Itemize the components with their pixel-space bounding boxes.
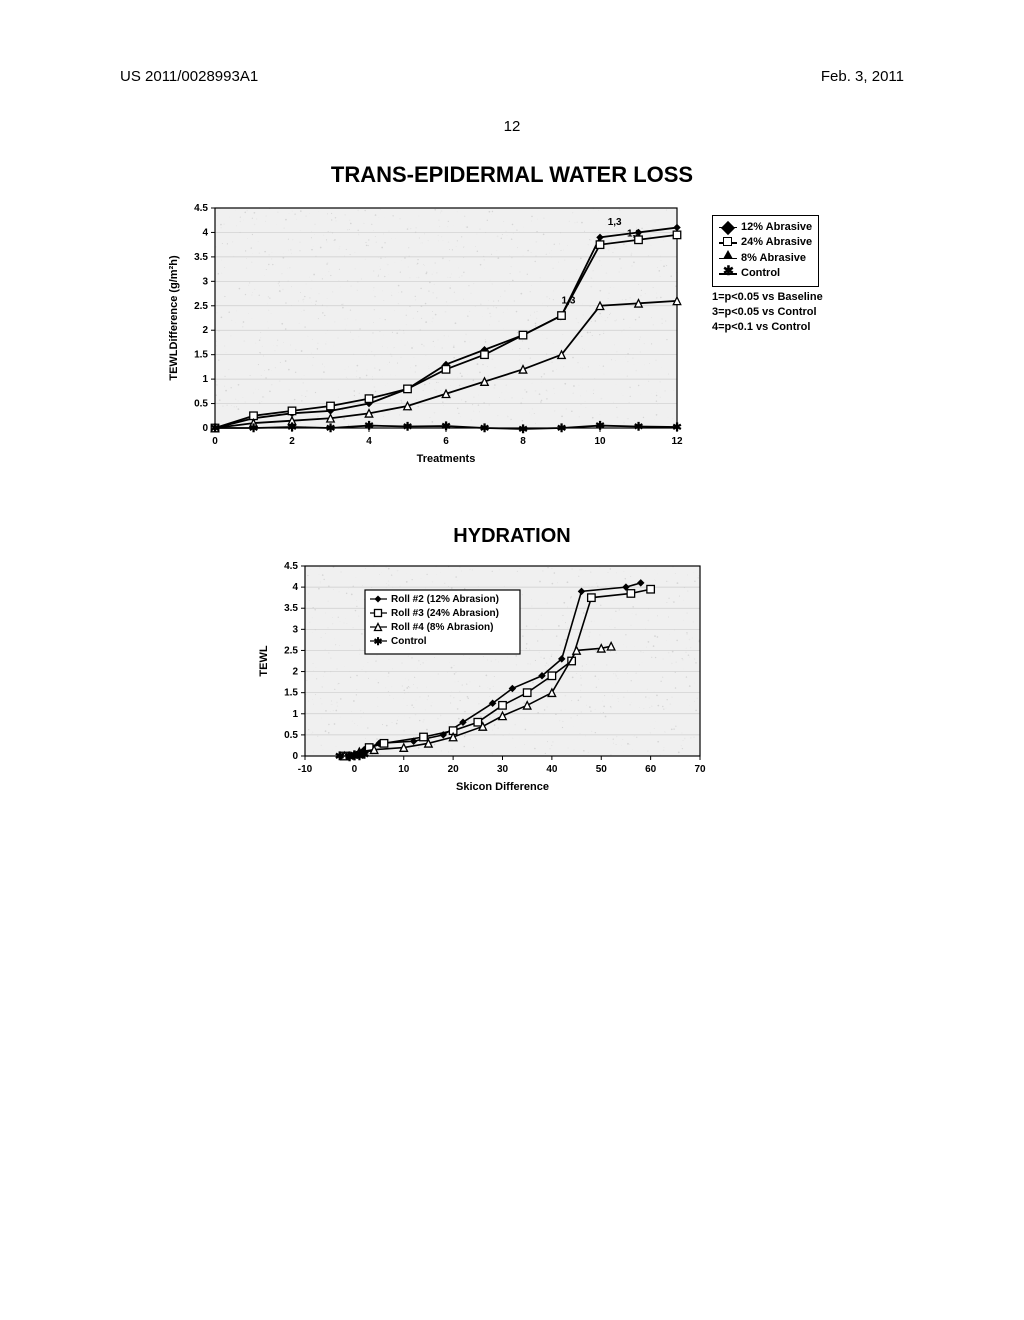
chart2: 00.511.522.533.544.5-10010203040506070✱✱… bbox=[250, 558, 720, 803]
svg-text:1.5: 1.5 bbox=[284, 688, 298, 699]
legend-entry: 12% Abrasive bbox=[741, 220, 812, 235]
svg-text:12: 12 bbox=[671, 436, 683, 447]
svg-text:2.5: 2.5 bbox=[284, 645, 298, 656]
svg-text:-10: -10 bbox=[298, 764, 313, 775]
svg-text:✱: ✱ bbox=[672, 422, 681, 434]
svg-text:4.5: 4.5 bbox=[194, 203, 208, 214]
svg-text:4: 4 bbox=[202, 227, 208, 238]
svg-text:4: 4 bbox=[292, 582, 298, 593]
legend-entry: Control bbox=[741, 266, 780, 281]
svg-text:✱: ✱ bbox=[350, 750, 359, 762]
chart1-title: TRANS-EPIDERMAL WATER LOSS bbox=[331, 162, 693, 188]
svg-text:✱: ✱ bbox=[595, 421, 604, 433]
svg-text:TEWLDifference (g/m²h): TEWLDifference (g/m²h) bbox=[168, 255, 180, 381]
legend-entry: 8% Abrasive bbox=[741, 251, 806, 266]
svg-text:✱: ✱ bbox=[557, 423, 566, 435]
svg-text:1,3: 1,3 bbox=[562, 295, 576, 306]
svg-text:4.5: 4.5 bbox=[284, 561, 298, 572]
svg-text:1,3: 1,3 bbox=[627, 228, 641, 239]
svg-text:TEWL: TEWL bbox=[258, 645, 270, 676]
svg-text:50: 50 bbox=[596, 764, 608, 775]
svg-text:✱: ✱ bbox=[518, 424, 527, 436]
svg-text:0: 0 bbox=[202, 423, 208, 434]
svg-text:10: 10 bbox=[398, 764, 410, 775]
chart1-legend: 12% Abrasive 24% Abrasive 8% Abrasive ✱C… bbox=[712, 215, 819, 287]
svg-text:2: 2 bbox=[289, 436, 295, 447]
svg-text:✱: ✱ bbox=[326, 423, 335, 435]
svg-text:1: 1 bbox=[292, 709, 298, 720]
svg-text:Control: Control bbox=[391, 636, 427, 647]
svg-text:4: 4 bbox=[366, 436, 372, 447]
svg-text:6: 6 bbox=[443, 436, 449, 447]
doc-date: Feb. 3, 2011 bbox=[821, 68, 904, 85]
svg-text:Skicon Difference: Skicon Difference bbox=[456, 781, 549, 793]
svg-text:0: 0 bbox=[212, 436, 218, 447]
svg-text:Roll #3 (24% Abrasion): Roll #3 (24% Abrasion) bbox=[391, 608, 499, 619]
svg-text:8: 8 bbox=[520, 436, 526, 447]
svg-text:Roll #2 (12% Abrasion): Roll #2 (12% Abrasion) bbox=[391, 594, 499, 605]
svg-text:✱: ✱ bbox=[287, 422, 296, 434]
svg-text:1: 1 bbox=[202, 374, 208, 385]
svg-text:3.5: 3.5 bbox=[284, 603, 298, 614]
svg-text:3: 3 bbox=[202, 276, 208, 287]
note-line: 4=p<0.1 vs Control bbox=[712, 320, 823, 335]
chart1: 0 0.5 1 1.5 2 2.5 3 3.5 4 4.5 0 2 4 6 8 10 12 ✱ ✱ ✱ ✱ ✱ ✱ ✱ ✱ ✱ ✱ ✱… bbox=[160, 200, 700, 475]
svg-text:✱: ✱ bbox=[441, 421, 450, 433]
svg-text:✱: ✱ bbox=[480, 423, 489, 435]
chart1-notes: 1=p<0.05 vs Baseline 3=p<0.05 vs Control… bbox=[712, 290, 823, 335]
svg-text:30: 30 bbox=[497, 764, 509, 775]
svg-text:10: 10 bbox=[594, 436, 606, 447]
svg-text:20: 20 bbox=[448, 764, 460, 775]
svg-text:✱: ✱ bbox=[374, 636, 383, 648]
svg-text:0.5: 0.5 bbox=[284, 730, 298, 741]
svg-text:✱: ✱ bbox=[634, 422, 643, 434]
svg-text:2: 2 bbox=[202, 325, 208, 336]
doc-number: US 2011/0028993A1 bbox=[120, 68, 258, 85]
svg-text:✱: ✱ bbox=[364, 421, 373, 433]
svg-text:1.5: 1.5 bbox=[194, 350, 208, 361]
svg-text:3: 3 bbox=[292, 624, 298, 635]
svg-text:Roll #4 (8% Abrasion): Roll #4 (8% Abrasion) bbox=[391, 622, 493, 633]
svg-text:40: 40 bbox=[546, 764, 558, 775]
note-line: 1=p<0.05 vs Baseline bbox=[712, 290, 823, 305]
svg-text:✱: ✱ bbox=[249, 423, 258, 435]
svg-text:✱: ✱ bbox=[403, 422, 412, 434]
svg-text:1,3: 1,3 bbox=[608, 217, 622, 228]
legend-entry: 24% Abrasive bbox=[741, 235, 812, 250]
svg-text:✱: ✱ bbox=[335, 751, 344, 763]
svg-text:✱: ✱ bbox=[210, 423, 219, 435]
svg-text:3.5: 3.5 bbox=[194, 252, 208, 263]
chart2-title: HYDRATION bbox=[453, 525, 570, 548]
svg-text:0.5: 0.5 bbox=[194, 399, 208, 410]
svg-text:60: 60 bbox=[645, 764, 657, 775]
svg-text:0: 0 bbox=[352, 764, 358, 775]
note-line: 3=p<0.05 vs Control bbox=[712, 305, 823, 320]
svg-text:2.5: 2.5 bbox=[194, 301, 208, 312]
svg-text:2: 2 bbox=[292, 667, 298, 678]
svg-text:Treatments: Treatments bbox=[417, 453, 476, 465]
svg-text:0: 0 bbox=[292, 751, 298, 762]
svg-text:70: 70 bbox=[694, 764, 706, 775]
page-number: 12 bbox=[504, 118, 521, 135]
